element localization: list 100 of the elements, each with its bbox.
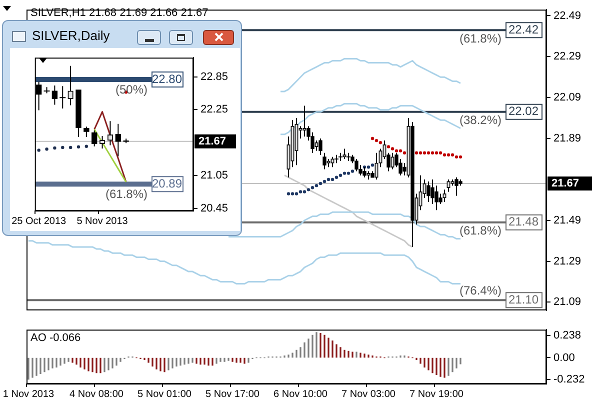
- candlestick: [454, 176, 458, 196]
- ref-line-label: 21.67: [198, 135, 226, 148]
- point: [286, 192, 290, 196]
- ref-line-label: 20.89: [152, 176, 182, 190]
- point: [53, 146, 56, 150]
- chart-title: SILVER,Daily: [32, 28, 110, 43]
- candlestick: [115, 123, 121, 157]
- y-tick-label: 0.00: [554, 352, 575, 364]
- y-tick-label: 20.45: [200, 202, 228, 214]
- point: [450, 153, 454, 156]
- annotation: (61.8%): [459, 31, 502, 46]
- point: [398, 149, 402, 152]
- y-tick-label: 21.09: [554, 296, 582, 308]
- point: [454, 155, 458, 159]
- candlestick: [99, 135, 106, 150]
- point: [350, 170, 354, 173]
- y-tick-label: 0.238: [554, 329, 582, 342]
- point: [366, 166, 370, 169]
- point: [386, 145, 390, 148]
- candlestick: [342, 148, 346, 160]
- candlestick: [107, 120, 114, 146]
- y-tick-label: 21.89: [554, 132, 582, 145]
- candlestick: [426, 180, 430, 202]
- candlestick: [322, 152, 326, 170]
- point: [68, 146, 72, 150]
- ref-line-label: 21.48: [508, 214, 539, 229]
- point: [76, 145, 80, 148]
- ref-line-label: 22.42: [508, 22, 539, 36]
- candlestick: [84, 126, 90, 138]
- annotation: (61.8%): [105, 186, 148, 201]
- x-tick-label: 6 Nov 10:00: [274, 388, 328, 400]
- y-tick-label: 22.49: [554, 10, 582, 22]
- x-tick-label: 5 Nov 2013: [76, 216, 128, 227]
- candlestick: [402, 162, 406, 176]
- x-tick-label: 7 Nov 03:00: [342, 388, 396, 400]
- x-tick-label: 1 Nov 2013: [2, 388, 55, 400]
- x-tick-label: 25 Oct 2013: [12, 216, 67, 227]
- y-tick-label: 22.09: [554, 92, 582, 104]
- point: [458, 155, 462, 159]
- y-tick-label: 22.25: [200, 104, 228, 116]
- point: [394, 149, 398, 152]
- point: [314, 184, 318, 188]
- candlestick: [370, 170, 374, 178]
- point: [294, 192, 298, 196]
- point: [418, 151, 422, 154]
- candlestick: [123, 138, 129, 144]
- point: [306, 188, 310, 192]
- candlestick: [390, 152, 394, 170]
- point: [290, 192, 294, 196]
- point: [310, 186, 314, 190]
- annotation: (61.8%): [459, 224, 502, 238]
- point: [326, 178, 330, 182]
- candlestick: [52, 85, 58, 106]
- point: [370, 164, 374, 167]
- annotation: (50%): [115, 82, 148, 96]
- candlestick: [374, 152, 378, 180]
- candlestick: [450, 178, 454, 186]
- ref-line-label: 22.80: [152, 72, 182, 86]
- point: [378, 141, 382, 144]
- point: [334, 176, 338, 179]
- candlestick: [442, 189, 446, 202]
- ref-line-label: 21.67: [552, 178, 580, 190]
- point: [414, 151, 418, 154]
- y-tick-label: -0.232: [554, 374, 585, 386]
- point: [37, 148, 40, 152]
- candlestick: [330, 156, 334, 168]
- candlestick: [92, 130, 98, 147]
- point: [322, 180, 326, 184]
- point: [374, 138, 378, 142]
- candlestick: [314, 140, 318, 152]
- chart-title: AO -0.066: [30, 332, 81, 344]
- y-tick-label: 22.85: [200, 70, 228, 83]
- candlestick: [410, 122, 414, 248]
- x-tick-label: 5 Nov 01:00: [138, 388, 192, 400]
- candlestick: [68, 65, 74, 106]
- y-tick-label: 21.29: [554, 255, 582, 268]
- point: [346, 172, 350, 175]
- point: [442, 153, 446, 156]
- x-tick-label: 7 Nov 19:00: [410, 388, 464, 400]
- point: [84, 144, 88, 148]
- candlestick: [290, 120, 294, 168]
- point: [298, 190, 302, 194]
- point: [338, 174, 342, 177]
- ref-line-label: 21.10: [508, 292, 539, 306]
- candlestick: [294, 118, 298, 166]
- point: [422, 151, 426, 154]
- point: [446, 153, 450, 156]
- candlestick: [43, 86, 50, 94]
- x-tick-label: 5 Nov 17:00: [206, 388, 260, 400]
- y-tick-label: 22.29: [554, 50, 582, 63]
- point: [402, 151, 406, 154]
- point: [342, 172, 346, 175]
- point: [45, 147, 48, 151]
- point: [434, 151, 438, 154]
- annotation: (76.4%): [459, 283, 502, 298]
- point: [390, 147, 394, 150]
- point: [330, 178, 334, 182]
- candlestick: [326, 158, 330, 168]
- candlestick: [378, 148, 382, 168]
- point: [318, 182, 322, 186]
